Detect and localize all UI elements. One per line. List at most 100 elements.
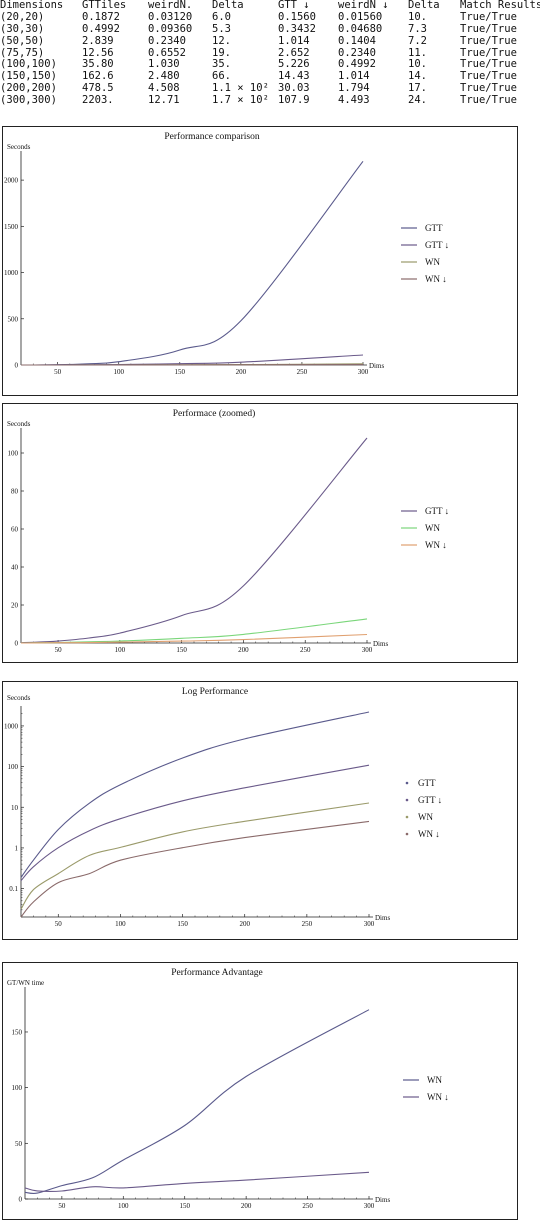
x-tick-label: 300 (364, 920, 375, 928)
x-tick-label: 250 (302, 1202, 313, 1210)
series-line (20, 764, 370, 882)
x-tick-label: 300 (364, 1202, 375, 1210)
table-row: (100,100) 35.80 1.030 35. 5.226 0.4992 10. True… (0, 59, 540, 71)
x-axis-label: Dims (373, 640, 388, 648)
x-tick-label: 250 (297, 368, 308, 376)
column-header: weirdN. (148, 0, 193, 11)
table-cell: 1.030 (148, 58, 180, 71)
y-tick-label: 100 (12, 1084, 23, 1092)
table-cell: True/True (460, 34, 517, 47)
x-tick-label: 300 (362, 646, 373, 654)
y-tick-label: 40 (11, 564, 19, 572)
table-cell: True/True (460, 58, 517, 71)
table-cell: 35.80 (82, 58, 114, 71)
table-cell: 5.226 (278, 58, 310, 71)
table-cell: 2.839 (82, 34, 114, 47)
series-line (24, 1009, 370, 1195)
chart-title: Performance comparison (164, 131, 259, 142)
legend-label: WN (425, 257, 440, 267)
table-cell: 30.03 (278, 82, 310, 95)
column-header: weirdN ↓ (338, 0, 389, 11)
y-tick-label: 1000 (4, 269, 19, 277)
y-axis-label: Seconds (7, 420, 31, 428)
legend-label: GTT ↓ (425, 506, 449, 516)
table-cell: 4.508 (148, 82, 180, 95)
table-cell: (50,50) (0, 34, 45, 47)
table-cell: 14. (408, 70, 427, 83)
series-line (20, 802, 370, 910)
x-axis-label: Dims (369, 362, 384, 370)
x-tick-label: 150 (179, 1202, 190, 1210)
chart-svg: Performance Advantage GT/WN time Dims 50 100… (7, 967, 449, 1210)
table-cell: (150,150) (0, 70, 57, 83)
table-cell: 11. (408, 46, 427, 59)
table-row: (150,150) 162.6 2.480 66. 14.43 1.014 14. True/… (0, 70, 540, 83)
table-cell: True/True (460, 22, 517, 35)
table-cell: (20,20) (0, 10, 45, 23)
series-line (20, 437, 368, 644)
table-cell: 2203. (82, 94, 114, 107)
table-cell: 0.03120 (148, 10, 193, 23)
chart-performance-zoomed: Performace (zoomed) Seconds Dims 50 100 150 20… (2, 403, 518, 663)
legend-marker (405, 832, 409, 836)
x-tick-label: 100 (113, 368, 124, 376)
table-cell: 19. (212, 46, 231, 59)
x-tick-label: 50 (54, 368, 62, 376)
chart-title: Performance Advantage (171, 967, 263, 978)
x-tick-label: 100 (118, 1202, 129, 1210)
table-cell: 66. (212, 70, 231, 83)
table-row: (200,200) 478.5 4.508 1.1 × 10² 30.03 1.794 17… (0, 82, 540, 95)
chart-performance-advantage: Performance Advantage GT/WN time Dims 50 100… (2, 962, 518, 1220)
table-cell: 14.43 (278, 70, 310, 83)
legend-label: WN (427, 1075, 442, 1085)
x-tick-label: 300 (358, 368, 369, 376)
y-tick-label: 60 (11, 526, 19, 534)
legend-label: GTT ↓ (425, 240, 449, 250)
column-header: GTT ↓ (278, 0, 310, 11)
table-cell: (30,30) (0, 22, 45, 35)
x-tick-label: 200 (238, 646, 249, 654)
legend-marker (405, 781, 409, 785)
table-row: (300,300) 2203. 12.71 1.7 × 10² 107.9 4.493 24… (0, 94, 540, 107)
table-cell: 0.1404 (338, 34, 376, 47)
table-cell: 1.014 (278, 34, 310, 47)
legend-label: GTT (425, 223, 443, 233)
table-cell: (100,100) (0, 58, 57, 71)
legend-label: GTT ↓ (418, 795, 442, 805)
y-tick-label: 2000 (4, 177, 19, 185)
table-cell: True/True (460, 10, 517, 23)
x-tick-label: 50 (58, 1202, 66, 1210)
table-row: (75,75) 12.56 0.6552 19. 2.652 0.2340 11. True/… (0, 46, 540, 60)
legend-label: WN (418, 812, 433, 822)
y-axis-label: GT/WN time (7, 979, 44, 987)
series-line (20, 160, 364, 366)
table-cell: 0.4992 (338, 58, 376, 71)
table-cell: (200,200) (0, 82, 57, 95)
table-header: Dimensions GTTiles weirdN. Delta GTT ↓ weirdN… (0, 0, 540, 12)
table-cell: 478.5 (82, 82, 114, 95)
y-tick-label: 1 (15, 844, 19, 852)
series-line (20, 711, 370, 878)
chart-svg: Log Performance Seconds Dims 50 100 150 200 250… (4, 686, 442, 928)
table-cell: 7.2 (408, 34, 427, 47)
y-tick-label: 80 (11, 488, 19, 496)
x-axis-label: Dims (375, 1196, 390, 1204)
table-cell: 7.3 (408, 22, 427, 35)
table-row: (20,20) 0.1872 0.03120 6.0 0.1560 0.01560 10. T… (0, 10, 540, 24)
column-header: Dimensions (0, 0, 64, 11)
series-line (20, 820, 370, 918)
y-tick-label: 0 (15, 640, 19, 648)
table-cell: 0.3432 (278, 22, 316, 35)
x-tick-label: 200 (236, 368, 247, 376)
table-cell: 10. (408, 10, 427, 23)
chart-title: Performace (zoomed) (173, 408, 256, 419)
table-cell: 1.1 × 10² (212, 82, 269, 95)
column-header: Delta (408, 0, 440, 11)
legend-label: WN ↓ (427, 1092, 449, 1102)
table-cell: 0.04680 (338, 22, 383, 35)
x-tick-label: 250 (302, 920, 313, 928)
table-cell: 2.652 (278, 46, 310, 59)
table-cell: True/True (460, 70, 517, 83)
y-tick-label: 0.1 (9, 885, 18, 893)
table-cell: 12.56 (82, 46, 114, 59)
